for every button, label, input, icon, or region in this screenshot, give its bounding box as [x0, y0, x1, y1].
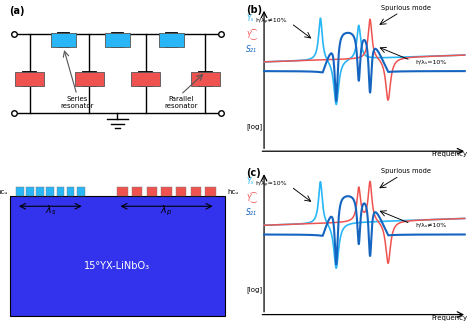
Bar [56, 187, 64, 196]
Text: h/λₛ=10%: h/λₛ=10% [415, 59, 447, 64]
Text: Frequency: Frequency [431, 315, 467, 321]
Bar [77, 187, 84, 196]
Text: $\lambda_s$: $\lambda_s$ [45, 203, 56, 217]
Bar [26, 187, 34, 196]
Text: Yₛ: Yₛ [246, 178, 254, 186]
Bar [162, 187, 172, 196]
Bar [191, 72, 220, 87]
Bar [74, 72, 104, 87]
Text: (c): (c) [246, 168, 261, 178]
Bar [131, 72, 160, 87]
Bar [46, 187, 54, 196]
Text: (b): (b) [246, 5, 262, 15]
Bar [118, 187, 128, 196]
Bar [191, 187, 201, 196]
Text: S₂₁: S₂₁ [246, 45, 257, 54]
Bar [36, 187, 44, 196]
Text: 15°YX-LiNbO₃: 15°YX-LiNbO₃ [84, 261, 151, 271]
Text: Yₛ: Yₛ [246, 14, 254, 23]
Bar [147, 187, 157, 196]
Bar [176, 187, 186, 196]
Text: hᴄᵤ: hᴄᵤ [228, 189, 239, 195]
Text: (a): (a) [9, 6, 25, 16]
Text: h/λₚ≠10%: h/λₚ≠10% [255, 18, 287, 23]
Bar [159, 33, 184, 47]
Bar [15, 72, 44, 87]
Text: Spurious mode: Spurious mode [381, 168, 431, 174]
Text: Series
resonator: Series resonator [60, 96, 94, 109]
Bar [132, 187, 142, 196]
Text: Frequency: Frequency [431, 151, 467, 157]
Text: [log]: [log] [246, 286, 262, 293]
Bar [67, 187, 74, 196]
Text: Y⁐: Y⁐ [246, 193, 257, 203]
Text: h/λₚ≈10%: h/λₚ≈10% [255, 181, 287, 186]
Text: Parallel
resonator: Parallel resonator [164, 96, 197, 109]
Bar [10, 196, 225, 317]
Bar [51, 33, 76, 47]
Bar [205, 187, 216, 196]
Text: $\lambda_p$: $\lambda_p$ [160, 204, 173, 218]
Text: hᴄᵤ: hᴄᵤ [0, 189, 8, 195]
Bar [16, 187, 24, 196]
Bar [105, 33, 130, 47]
Text: h/λₛ≠10%: h/λₛ≠10% [415, 223, 447, 228]
Text: [log]: [log] [246, 123, 262, 130]
Text: S₂₁: S₂₁ [246, 208, 257, 217]
Text: Y⁐: Y⁐ [246, 29, 257, 40]
Text: Spurious mode: Spurious mode [381, 5, 431, 11]
